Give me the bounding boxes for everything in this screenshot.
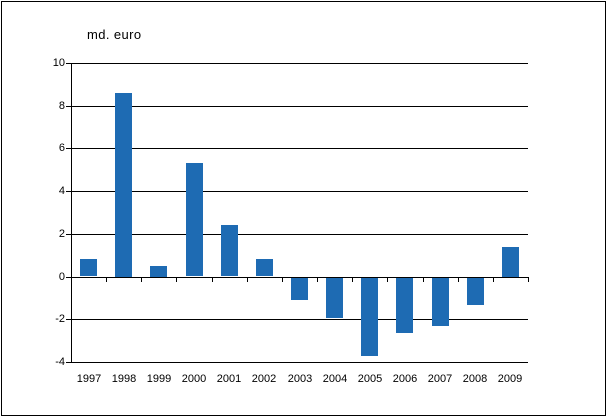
y-axis-tick [66,63,71,64]
x-axis-category-label: 2006 [392,373,418,385]
category-tick [247,277,248,282]
x-axis-category-label: 2009 [497,373,523,385]
x-axis-category-label: 1999 [146,373,172,385]
y-axis-tick-label: 8 [58,100,65,112]
x-axis-category-label: 1998 [111,373,137,385]
category-tick [317,277,318,282]
bar-1997 [80,259,97,276]
gridline--2 [71,319,528,320]
x-axis-category-label: 2005 [357,373,383,385]
y-axis-tick [66,234,71,235]
x-axis-category-label: 2000 [181,373,207,385]
category-tick [71,277,72,282]
y-axis-tick [66,319,71,320]
bar-2005 [361,277,378,356]
y-axis-line [71,63,72,363]
gridline--4 [71,362,528,363]
category-tick [282,277,283,282]
category-tick [387,277,388,282]
y-axis-tick-label: 0 [58,271,65,283]
category-tick [493,277,494,282]
bar-2008 [467,277,484,305]
gridline-8 [71,106,528,107]
x-axis-zero-line [71,277,528,278]
x-axis-category-label: 2002 [251,373,277,385]
y-axis-tick [66,277,71,278]
y-axis-tick-label: -4 [55,356,65,368]
category-tick [352,277,353,282]
bar-2003 [291,277,308,300]
x-axis-category-label: 1997 [76,373,102,385]
bar-2002 [256,259,273,276]
x-axis-category-label: 2008 [462,373,488,385]
chart-title: md. euro [87,27,142,42]
y-axis-tick [66,362,71,363]
bar-2001 [221,225,238,276]
gridline-10 [71,63,528,64]
bar-1999 [150,266,167,277]
bar-2004 [326,277,343,318]
y-axis-tick [66,148,71,149]
y-axis-tick-label: 10 [52,57,65,69]
category-tick [176,277,177,282]
category-tick [423,277,424,282]
bar-1998 [115,93,132,277]
category-tick [212,277,213,282]
x-axis-category-label: 2001 [216,373,242,385]
y-axis-tick [66,191,71,192]
gridline-6 [71,148,528,149]
x-axis-category-label: 2007 [427,373,453,385]
gridline-4 [71,191,528,192]
y-axis-tick-label: 4 [58,185,65,197]
bar-2000 [186,163,203,276]
gridline-2 [71,234,528,235]
y-axis-tick [66,106,71,107]
bar-2006 [396,277,413,333]
category-tick [106,277,107,282]
y-axis-tick-label: 6 [58,142,65,154]
category-tick [458,277,459,282]
y-axis-tick-label: -2 [55,313,65,325]
category-tick [528,277,529,282]
bar-2007 [432,277,449,326]
bar-2009 [502,247,519,277]
x-axis-category-label: 2004 [322,373,348,385]
y-axis-tick-label: 2 [58,228,65,240]
x-axis-category-label: 2003 [287,373,313,385]
category-tick [141,277,142,282]
